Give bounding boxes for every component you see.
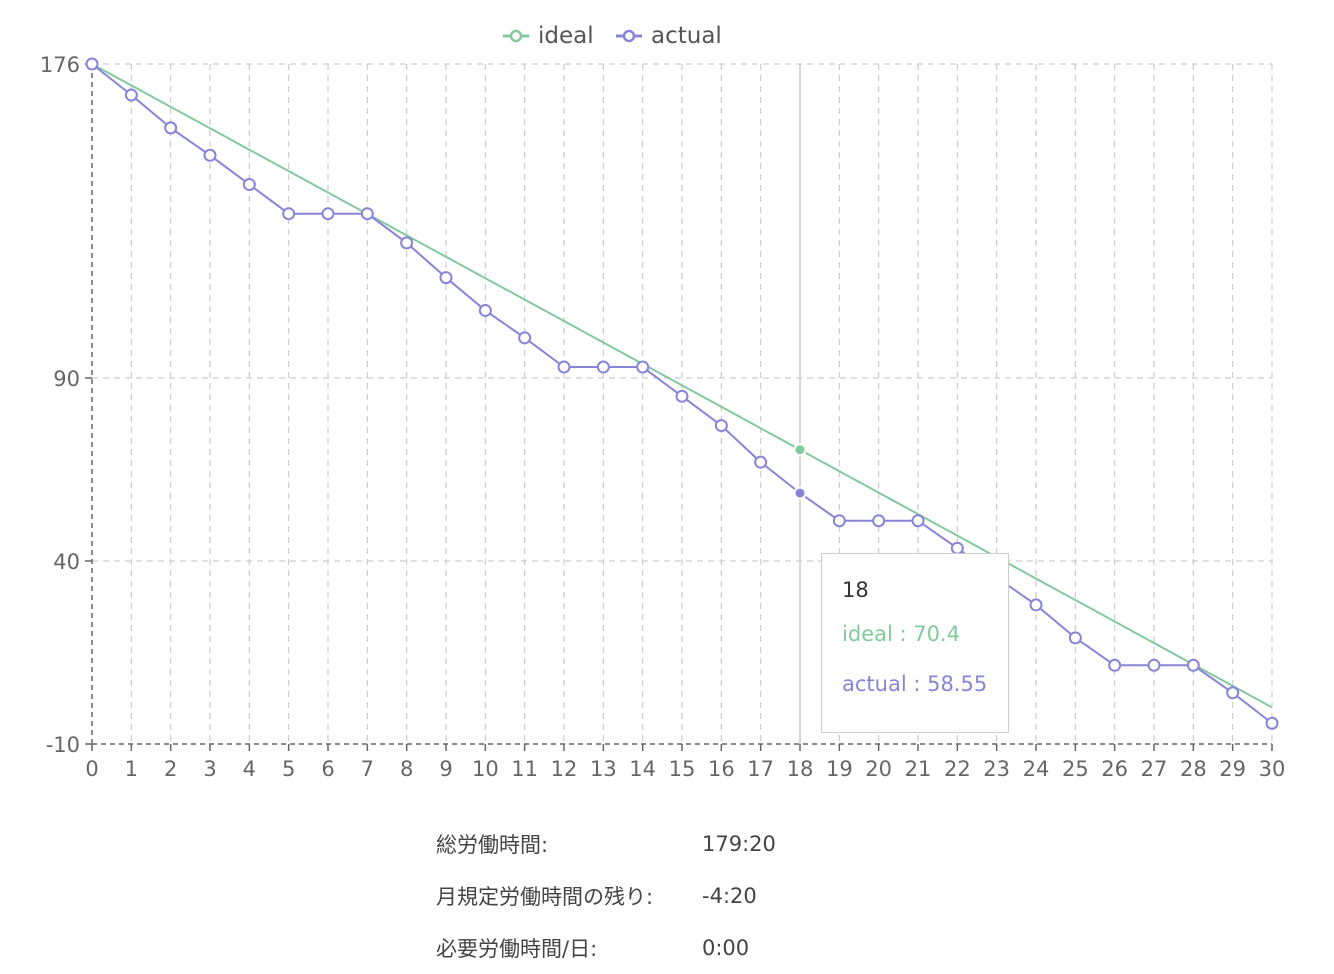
x-tick-label: 29 <box>1219 757 1246 781</box>
active-dot-ideal <box>793 443 807 457</box>
summary-label: 必要労働時間/日: <box>436 937 598 961</box>
legend-item-ideal[interactable]: ideal <box>503 23 594 49</box>
work-hours-summary: 総労働時間: 179:20 月規定労働時間の残り: -4:20 必要労働時間/日… <box>436 818 776 974</box>
data-point-actual <box>1186 658 1200 672</box>
x-tick-label: 1 <box>125 757 138 781</box>
x-tick-label: 26 <box>1101 757 1128 781</box>
x-tick-label: 21 <box>905 757 932 781</box>
data-point-actual <box>1226 686 1240 700</box>
x-tick-label: 30 <box>1259 757 1286 781</box>
x-tick-label: 20 <box>865 757 892 781</box>
data-point-actual <box>321 207 335 221</box>
summary-row-per-day: 必要労働時間/日: 0:00 <box>436 922 776 974</box>
x-tick-label: 15 <box>669 757 696 781</box>
legend-icon-dot <box>509 29 523 43</box>
summary-row-remaining: 月規定労働時間の残り: -4:20 <box>436 870 776 922</box>
x-tick-label: 12 <box>551 757 578 781</box>
data-point-actual <box>282 207 296 221</box>
data-point-actual <box>439 271 453 285</box>
legend-icon-dot <box>622 29 636 43</box>
data-point-actual <box>1108 658 1122 672</box>
x-tick-label: 11 <box>511 757 538 781</box>
summary-value: 0:00 <box>702 936 750 960</box>
summary-value: -4:20 <box>702 884 757 908</box>
x-tick-label: 2 <box>164 757 177 781</box>
tooltip-actual-value: actual : 58.55 <box>842 672 988 696</box>
data-point-actual <box>478 303 492 317</box>
series-line-ideal <box>91 63 1273 709</box>
data-point-actual <box>872 514 886 528</box>
x-tick-label: 16 <box>708 757 735 781</box>
summary-value: 179:20 <box>702 832 776 856</box>
x-tick-label: 10 <box>472 757 499 781</box>
data-point-actual <box>557 360 571 374</box>
chart-grid <box>92 63 1273 744</box>
x-tick-label: 17 <box>747 757 774 781</box>
x-tick-label: 19 <box>826 757 853 781</box>
x-tick-label: 28 <box>1180 757 1207 781</box>
data-point-actual <box>1029 598 1043 612</box>
x-tick-label: 9 <box>439 757 452 781</box>
x-tick-label: 6 <box>321 757 334 781</box>
y-axis-ticks: 176 90 40 -10 <box>40 53 92 757</box>
burndown-chart: 0 1 2 3 4 5 6 7 8 9 10 11 12 13 14 15 16 17 18 19 20 21 22 23 24… <box>40 23 1285 781</box>
legend-label: actual <box>651 23 722 49</box>
x-tick-label: 13 <box>590 757 617 781</box>
y-tick-label: 176 <box>40 53 80 77</box>
data-point-actual <box>911 514 925 528</box>
x-tick-label: 23 <box>983 757 1010 781</box>
x-tick-label: 5 <box>282 757 295 781</box>
data-point-actual <box>754 455 768 469</box>
data-point-actual <box>242 177 256 191</box>
tooltip-label: 18 <box>842 578 869 602</box>
data-point-actual <box>675 389 689 403</box>
active-dot-actual <box>793 486 807 500</box>
data-point-actual <box>164 121 178 135</box>
data-point-actual <box>124 88 138 102</box>
x-tick-label: 14 <box>629 757 656 781</box>
data-point-actual <box>714 419 728 433</box>
y-tick-label: 40 <box>53 550 80 574</box>
data-point-actual <box>1068 631 1082 645</box>
data-point-actual <box>832 514 846 528</box>
data-point-actual <box>1265 716 1279 730</box>
x-tick-label: 25 <box>1062 757 1089 781</box>
x-tick-label: 8 <box>400 757 413 781</box>
x-tick-label: 0 <box>85 757 98 781</box>
y-tick-label: 90 <box>53 367 80 391</box>
data-point-actual <box>360 207 374 221</box>
data-point-actual <box>596 360 610 374</box>
data-point-actual <box>85 57 99 71</box>
x-axis-ticks: 0 1 2 3 4 5 6 7 8 9 10 11 12 13 14 15 16 17 18 19 20 21 22 23 24… <box>85 744 1285 781</box>
data-point-actual <box>636 360 650 374</box>
chart-tooltip: 18 ideal : 70.4 actual : 58.55 <box>821 553 1009 733</box>
data-point-actual <box>203 148 217 162</box>
legend-item-actual[interactable]: actual <box>616 23 722 49</box>
x-tick-label: 22 <box>944 757 971 781</box>
series-actual <box>85 57 1279 730</box>
y-tick-label: -10 <box>46 733 80 757</box>
x-tick-label: 27 <box>1141 757 1168 781</box>
x-tick-label: 4 <box>243 757 256 781</box>
series-layer <box>85 57 1279 730</box>
x-tick-label: 3 <box>203 757 216 781</box>
legend-label: ideal <box>538 23 594 49</box>
x-tick-label: 18 <box>787 757 814 781</box>
data-point-actual <box>1147 658 1161 672</box>
x-tick-label: 24 <box>1023 757 1050 781</box>
summary-row-total: 総労働時間: 179:20 <box>436 818 776 870</box>
tooltip-ideal-value: ideal : 70.4 <box>842 622 960 646</box>
series-ideal <box>91 63 1273 709</box>
data-point-actual <box>400 236 414 250</box>
summary-label: 月規定労働時間の残り: <box>436 885 654 909</box>
x-tick-label: 7 <box>361 757 374 781</box>
chart-legend[interactable]: ideal actual <box>503 23 722 49</box>
data-point-actual <box>518 331 532 345</box>
summary-label: 総労働時間: <box>436 833 549 857</box>
